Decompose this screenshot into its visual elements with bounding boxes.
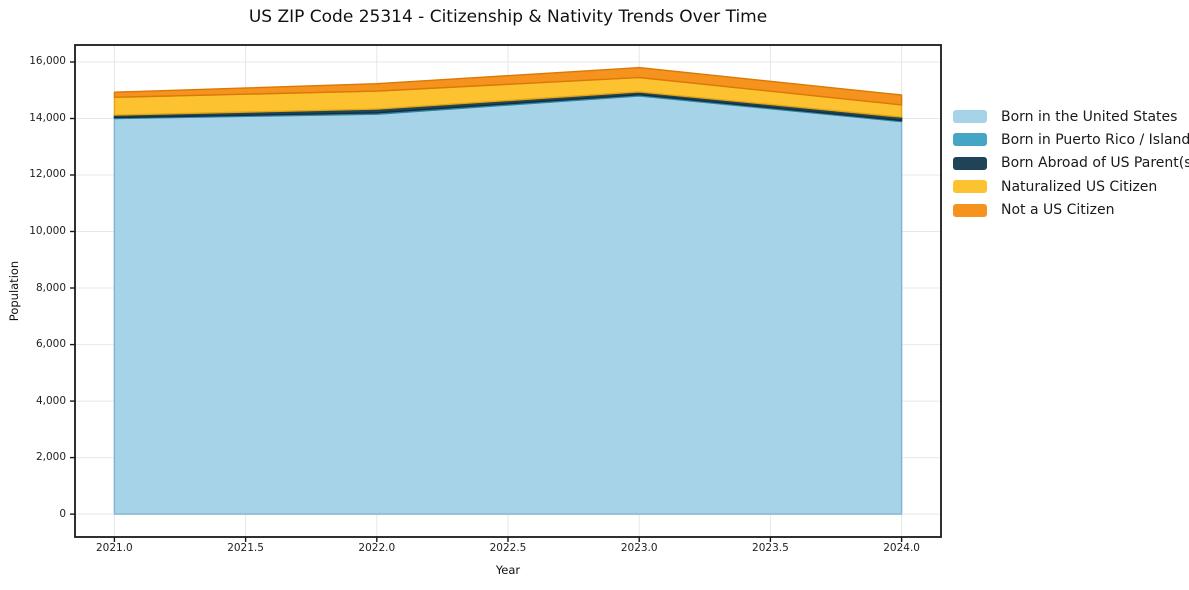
legend-swatch-icon [953, 110, 987, 123]
legend-label: Not a US Citizen [1001, 202, 1115, 219]
y-tick-label: 16,000 [29, 55, 66, 68]
chart-title: US ZIP Code 25314 - Citizenship & Nativi… [248, 7, 768, 27]
x-tick-label: 2023.0 [620, 542, 658, 554]
y-tick-label: 4,000 [35, 394, 66, 407]
x-tick-label: 2021.0 [95, 542, 133, 554]
x-tick-label: 2023.5 [752, 542, 789, 554]
legend-item: Born in Puerto Rico / Islands [953, 131, 1189, 148]
legend-swatch-icon [953, 133, 987, 147]
area-series-4 [113, 66, 903, 106]
legend-swatch-icon [953, 180, 987, 194]
area-series-0 [113, 95, 903, 515]
legend-label: Naturalized US Citizen [1001, 178, 1158, 195]
y-tick-label: 14,000 [29, 111, 66, 124]
legend-swatch-icon [953, 156, 987, 170]
legend-item: Not a US Citizen [953, 202, 1189, 219]
y-tick-label: 8,000 [35, 281, 66, 294]
x-tick-label: 2024.0 [883, 542, 920, 554]
legend-item: Born in the United States [953, 108, 1189, 125]
y-tick-label: 12,000 [29, 168, 66, 181]
legend: Born in the United States Born in Puerto … [953, 110, 1189, 227]
legend-label: Born in Puerto Rico / Islands [1001, 131, 1189, 148]
y-tick-label: 6,000 [35, 338, 66, 351]
legend-swatch-icon [953, 203, 987, 217]
legend-label: Born Abroad of US Parent(s) [1001, 155, 1189, 172]
x-tick-label: 2021.5 [227, 542, 264, 554]
x-tick-label: 2022.0 [358, 542, 396, 554]
legend-item: Naturalized US Citizen [953, 178, 1189, 195]
y-tick-label: 0 [59, 507, 66, 520]
y-tick-label: 2,000 [35, 451, 66, 464]
y-tick-label: 10,000 [29, 225, 66, 237]
legend-item: Born Abroad of US Parent(s) [953, 155, 1189, 172]
x-tick-label: 2022.5 [489, 542, 527, 554]
legend-label: Born in the United States [1001, 108, 1178, 125]
x-axis-label: Year [495, 563, 521, 577]
